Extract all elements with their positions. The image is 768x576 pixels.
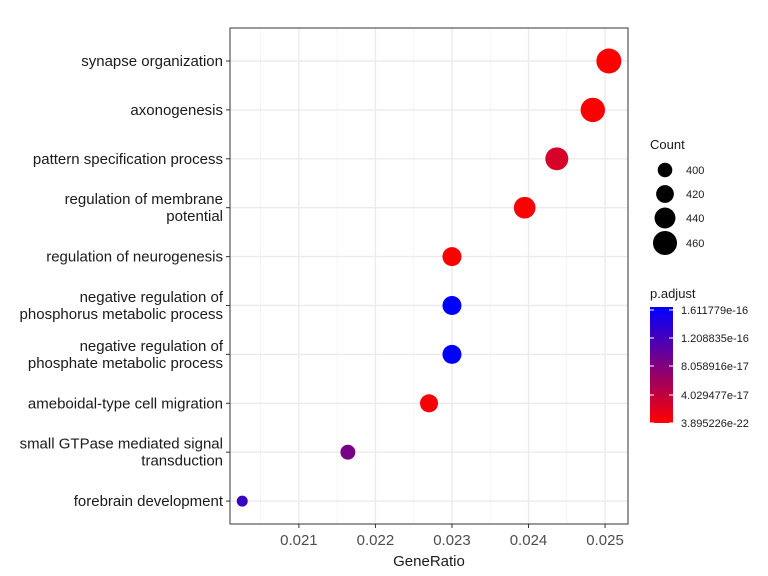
y-tick-label: regulation of neurogenesis	[46, 249, 223, 266]
size-legend-title: Count	[650, 137, 685, 152]
size-legend-key	[652, 230, 678, 256]
data-point	[419, 394, 439, 413]
x-tick-label: 0.023	[433, 532, 471, 549]
data-point	[340, 444, 356, 460]
data-point	[442, 247, 462, 267]
y-tick-label: negative regulation of	[80, 338, 224, 355]
size-legend: Count 400 420 440 460	[650, 137, 704, 256]
color-legend-title: p.adjust	[650, 286, 696, 301]
color-legend: p.adjust 1.611779e-16 1.208835e-16 8.05891…	[650, 286, 749, 430]
data-point	[580, 97, 605, 123]
x-tick-label: 0.024	[510, 532, 548, 549]
color-legend-label: 8.058916e-17	[681, 361, 749, 373]
data-point	[513, 196, 536, 219]
size-legend-label: 420	[686, 189, 704, 201]
color-legend-label: 4.029477e-17	[681, 390, 749, 402]
size-legend-label: 400	[686, 165, 704, 177]
y-tick-label: negative regulation of	[80, 289, 224, 306]
y-tick-label: phosphate metabolic process	[28, 355, 223, 372]
size-legend-key	[657, 162, 673, 178]
color-legend-label: 1.208835e-16	[681, 333, 749, 345]
size-legend-label: 440	[686, 213, 704, 225]
x-tick-label: 0.021	[280, 532, 318, 549]
y-tick-label: synapse organization	[81, 53, 223, 70]
x-tick-label: 0.022	[357, 532, 395, 549]
y-tick-label: ameboidal-type cell migration	[28, 395, 223, 412]
x-axis-title: GeneRatio	[393, 553, 465, 570]
x-axis: 0.021 0.022 0.023 0.024 0.025	[280, 524, 624, 549]
y-tick-label: axonogenesis	[130, 102, 223, 119]
data-point	[442, 295, 462, 316]
data-point	[545, 147, 569, 171]
panel-border	[229, 27, 629, 525]
x-tick-label: 0.025	[586, 532, 624, 549]
grid-lines	[230, 28, 628, 524]
size-legend-label: 460	[686, 238, 704, 250]
data-point	[442, 344, 462, 364]
y-tick-label: forebrain development	[74, 493, 224, 510]
y-axis: synapse organization axonogenesis pattern …	[20, 53, 230, 510]
color-legend-label: 1.611779e-16	[681, 305, 748, 317]
y-tick-label: pattern specification process	[33, 151, 223, 168]
color-legend-label: 3.895226e-22	[681, 418, 749, 430]
y-tick-label: phosphorus metabolic process	[20, 306, 223, 323]
data-point	[596, 48, 622, 74]
color-legend-bar	[650, 307, 673, 423]
size-legend-key	[656, 185, 674, 203]
data-points	[236, 48, 622, 507]
data-point	[236, 495, 248, 507]
y-tick-label: potential	[166, 208, 223, 225]
y-tick-label: regulation of membrane	[65, 191, 223, 208]
y-tick-label: small GTPase mediated signal	[20, 436, 223, 453]
y-tick-label: transduction	[141, 453, 223, 470]
size-legend-key	[654, 207, 676, 229]
